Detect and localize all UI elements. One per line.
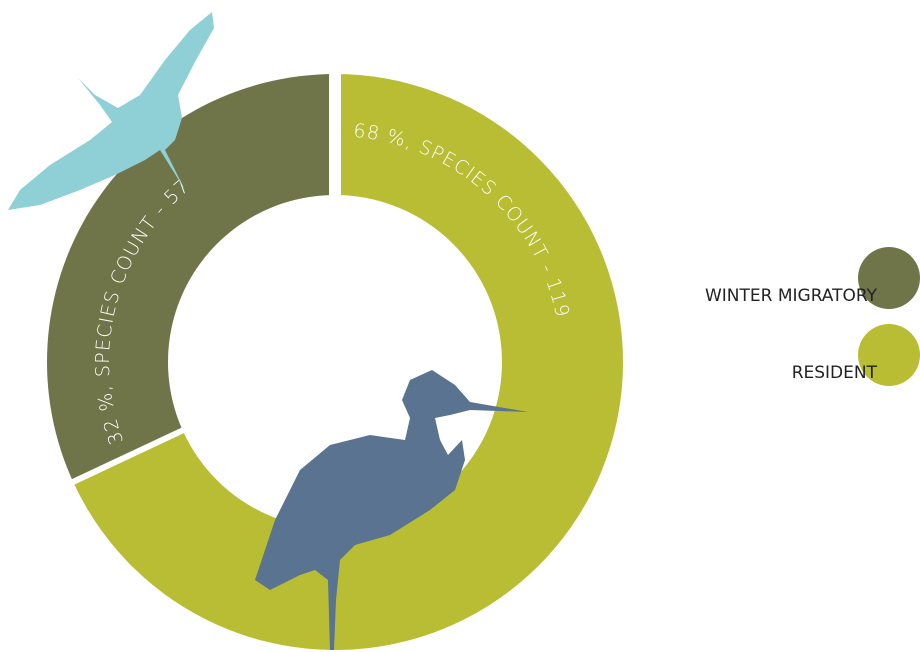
donut-segment <box>74 74 624 650</box>
heron <box>255 370 528 650</box>
segment-gap <box>70 426 189 491</box>
legend-label: WINTER MIGRATORY <box>705 286 878 306</box>
legend-swatch <box>858 247 920 309</box>
donut-segment <box>46 74 335 485</box>
flying-bird <box>8 12 214 210</box>
legend: WINTER MIGRATORY RESIDENT <box>705 247 920 386</box>
legend-label: RESIDENT <box>792 363 878 383</box>
legend-swatch <box>858 324 920 386</box>
